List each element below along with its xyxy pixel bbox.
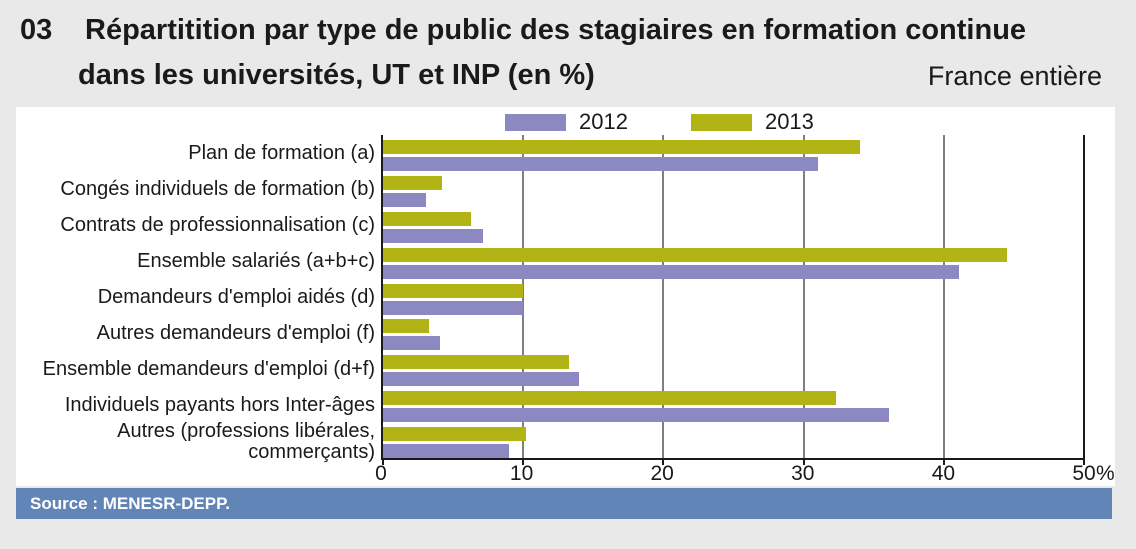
gridline-10 xyxy=(522,135,525,458)
chart-title-line1: Répartitition par type de public des sta… xyxy=(85,14,1027,46)
axis-tick-20 xyxy=(662,458,665,465)
source-text: Source : MENESR-DEPP. xyxy=(30,494,230,513)
bar-2012-row-2 xyxy=(383,192,427,207)
category-label-9: Autres (professions libérales, commerçan… xyxy=(117,419,375,463)
bar-2013-row-5 xyxy=(383,283,524,298)
bar-2012-row-1 xyxy=(383,157,818,171)
x-axis-unit: % xyxy=(1096,462,1115,485)
bar-row-9 xyxy=(383,422,1084,459)
bar-2012-row-9 xyxy=(383,444,510,459)
figure-number: 03 xyxy=(20,14,53,46)
x-tick-label-50: 50 xyxy=(1072,462,1096,485)
gridline-20 xyxy=(662,135,665,458)
gridline-50 xyxy=(1083,135,1085,458)
chart-panel: 2012 2013 Plan de formation (a) Congés in… xyxy=(16,107,1115,486)
category-label-7: Ensemble demandeurs d'emploi (d+f) xyxy=(42,358,375,381)
legend: 2012 2013 xyxy=(505,109,814,134)
bar-row-4 xyxy=(383,243,1084,279)
bar-2012-row-3 xyxy=(383,228,483,243)
bar-2012-row-6 xyxy=(383,336,441,351)
x-tick-label-10: 10 xyxy=(509,462,534,485)
x-tick-label-30: 30 xyxy=(791,462,815,485)
bar-row-2 xyxy=(383,171,1084,207)
category-label-2: Congés individuels de formation (b) xyxy=(60,177,375,200)
x-tick-label-0: 0 xyxy=(375,462,387,485)
category-labels: Plan de formation (a) Congés individuels … xyxy=(16,135,375,463)
region-label: France entière xyxy=(927,61,1102,91)
axis-tick-30 xyxy=(802,458,805,465)
bar-row-3 xyxy=(383,207,1084,243)
gridline-40 xyxy=(942,135,945,458)
chart-title-line2: dans les universités, UT et INP (en %) xyxy=(78,59,595,91)
bar-2012-row-5 xyxy=(383,300,524,315)
category-label-1: Plan de formation (a) xyxy=(188,141,375,164)
bar-2013-row-1 xyxy=(383,140,860,154)
bar-2013-row-9 xyxy=(383,427,526,442)
bar-2012-row-4 xyxy=(383,264,960,279)
axis-tick-50 xyxy=(1083,458,1085,465)
axis-tick-10 xyxy=(522,458,525,465)
x-tick-label-20: 20 xyxy=(650,462,674,485)
bar-row-6 xyxy=(383,314,1084,351)
bar-row-1 xyxy=(383,135,1084,171)
category-label-3: Contrats de professionnalisation (c) xyxy=(60,213,375,236)
gridline-30 xyxy=(802,135,805,458)
plot-area xyxy=(381,135,1085,465)
bar-2013-row-7 xyxy=(383,355,570,370)
bar-2013-row-2 xyxy=(383,175,442,190)
bar-2013-row-8 xyxy=(383,391,836,406)
legend-label-2013: 2013 xyxy=(764,109,814,134)
category-label-4: Ensemble salariés (a+b+c) xyxy=(137,249,375,272)
bar-row-8 xyxy=(383,386,1084,423)
axis-tick-0 xyxy=(382,458,384,465)
legend-label-2012: 2012 xyxy=(579,109,628,134)
legend-swatch-2012 xyxy=(505,113,566,131)
bar-2012-row-7 xyxy=(383,372,580,387)
source-bar: Source : MENESR-DEPP. xyxy=(16,488,1112,519)
bar-row-7 xyxy=(383,350,1084,387)
x-tick-label-40: 40 xyxy=(931,462,956,485)
x-axis-tick-labels: 0 10 20 30 40 50% xyxy=(375,462,1115,488)
legend-swatch-2013 xyxy=(690,113,752,131)
bar-2013-row-3 xyxy=(383,211,472,226)
category-label-6: Autres demandeurs d'emploi (f) xyxy=(96,322,375,345)
axis-tick-40 xyxy=(942,458,945,465)
bar-row-5 xyxy=(383,279,1084,315)
bar-2013-row-6 xyxy=(383,319,430,334)
category-label-5: Demandeurs d'emploi aidés (d) xyxy=(97,285,375,308)
bar-2012-row-8 xyxy=(383,408,890,423)
bar-2013-row-4 xyxy=(383,247,1007,262)
category-label-8: Individuels payants hors Inter-âges xyxy=(64,394,375,417)
